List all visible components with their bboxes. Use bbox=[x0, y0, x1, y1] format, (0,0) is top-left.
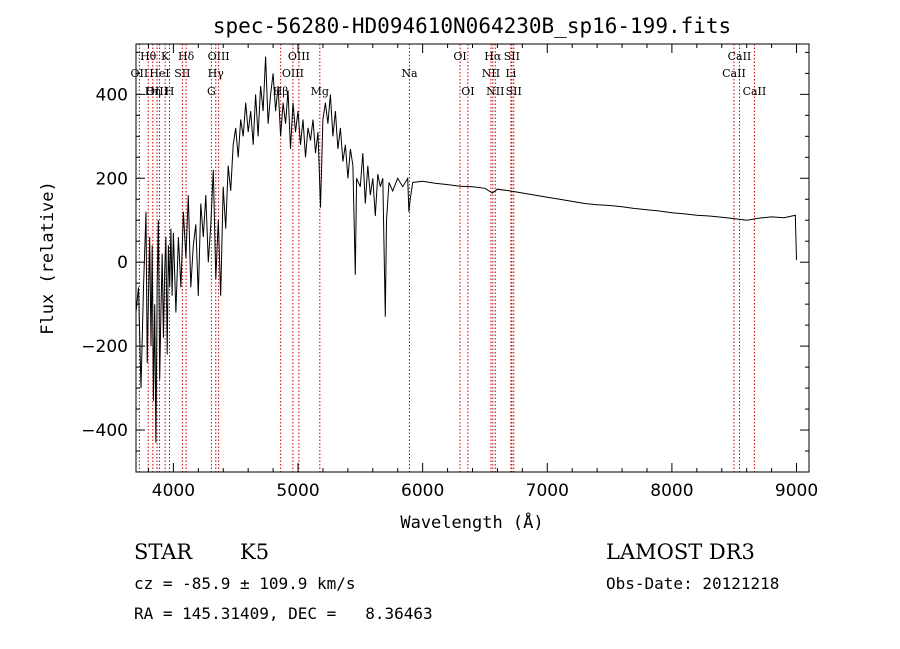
line-label: OIII bbox=[282, 67, 304, 80]
line-label: HeI bbox=[149, 67, 169, 80]
line-label: Hδ bbox=[178, 50, 195, 63]
line-label: SII bbox=[174, 67, 190, 80]
line-label: H bbox=[165, 85, 175, 98]
line-label: Hθ bbox=[140, 50, 157, 63]
object-subclass: K5 bbox=[240, 540, 270, 564]
coordinates: RA = 145.31409, DEC = 8.36463 bbox=[134, 604, 433, 623]
x-tick-label: 8000 bbox=[650, 481, 693, 501]
line-label: NII bbox=[486, 85, 504, 98]
line-label: OIII bbox=[288, 50, 310, 63]
line-label: OIII bbox=[146, 85, 168, 98]
line-label: CaII bbox=[728, 50, 752, 63]
y-tick-label: 400 bbox=[96, 85, 128, 105]
spectral-line-markers bbox=[138, 44, 755, 472]
line-label: OI bbox=[461, 85, 474, 98]
y-tick-label: −400 bbox=[81, 421, 128, 441]
line-label: OII bbox=[131, 67, 149, 80]
y-tick-label: 200 bbox=[96, 169, 128, 189]
x-tick-label: 5000 bbox=[276, 481, 319, 501]
x-tick-label: 9000 bbox=[775, 481, 818, 501]
line-label: CaII bbox=[722, 67, 746, 80]
line-label: OIII bbox=[208, 50, 230, 63]
line-label: SII bbox=[506, 85, 522, 98]
spectrum-trace bbox=[135, 56, 797, 443]
x-tick-label: 7000 bbox=[526, 481, 569, 501]
line-label: SII bbox=[504, 50, 520, 63]
x-axis-label: Wavelength (Å) bbox=[400, 511, 543, 533]
x-tick-label: 6000 bbox=[401, 481, 444, 501]
survey-name: LAMOST DR3 bbox=[606, 540, 755, 564]
object-class: STAR bbox=[134, 540, 193, 564]
y-axis-label: Flux (relative) bbox=[38, 181, 58, 335]
redshift-readout: cz = -85.9 ± 109.9 km/s bbox=[134, 574, 356, 593]
line-label: OI bbox=[453, 50, 466, 63]
plot-frame bbox=[135, 43, 810, 473]
x-tick-label: 4000 bbox=[152, 481, 195, 501]
line-label: CaII bbox=[743, 85, 767, 98]
line-label: Hγ bbox=[208, 67, 225, 80]
line-label: Hβ bbox=[273, 85, 289, 98]
obs-date: Obs-Date: 20121218 bbox=[606, 574, 780, 593]
y-tick-label: −200 bbox=[81, 337, 128, 357]
line-label: Mg bbox=[311, 85, 329, 98]
line-label: Hα bbox=[484, 50, 502, 63]
line-label: G bbox=[207, 85, 216, 98]
chart-title: spec-56280-HD094610N064230B_sp16-199.fit… bbox=[213, 14, 731, 38]
line-label: Hη bbox=[145, 85, 161, 98]
axis-ticks: 4000 5000 6000 7000 8000 9000 −400 −200 0 200 400 bbox=[81, 44, 818, 501]
line-label: NII bbox=[482, 67, 500, 80]
y-tick-label: 0 bbox=[117, 253, 128, 273]
line-label: Li bbox=[505, 67, 516, 80]
line-label: Na bbox=[401, 67, 418, 80]
spectrum-line bbox=[135, 56, 797, 443]
line-label: K bbox=[161, 50, 170, 63]
